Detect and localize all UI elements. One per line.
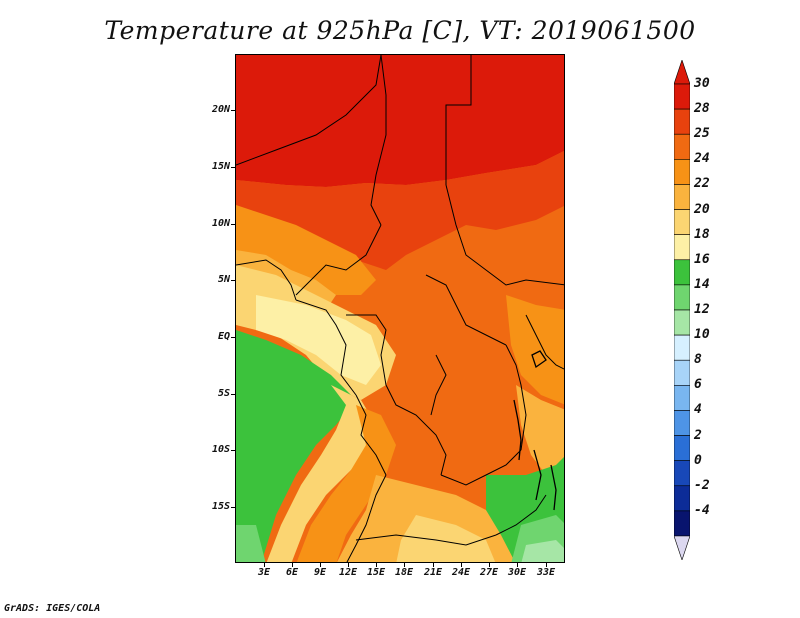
legend-swatch [674, 334, 690, 361]
legend-swatch [674, 209, 690, 235]
lon-label-18e: 18E [394, 567, 414, 578]
legend-swatch [674, 510, 690, 537]
legend-top-arrow [674, 60, 690, 85]
legend-swatch [674, 133, 690, 160]
lon-label-21e: 21E [423, 567, 443, 578]
lon-label-33e: 33E [536, 567, 556, 578]
legend-label: 10 [694, 327, 710, 343]
legend-label: -4 [694, 502, 710, 518]
field-12-southeast [521, 540, 564, 562]
legend-bottom-arrow [674, 535, 690, 560]
legend-label: 0 [694, 452, 702, 468]
lon-label-27e: 27E [479, 567, 499, 578]
legend-label: 12 [694, 302, 710, 317]
lat-label-5n: 5N [217, 274, 230, 285]
legend-label: 28 [694, 101, 710, 117]
field-16-ocean [236, 330, 356, 562]
field-24 [236, 205, 376, 295]
legend-swatch [674, 284, 690, 311]
temperature-field [236, 55, 564, 562]
lake-outlines [513, 350, 557, 511]
legend-label: 8 [694, 352, 702, 368]
lon-label-6e: 6E [285, 567, 299, 578]
lat-tick [231, 110, 235, 111]
lon-tick [461, 563, 462, 567]
field-24-east [506, 295, 564, 405]
legend-label: 6 [694, 377, 702, 393]
lon-tick [433, 563, 434, 567]
lat-tick [231, 224, 235, 225]
legend-label: 22 [694, 176, 710, 192]
legend-label: -2 [694, 477, 710, 493]
lon-tick [517, 563, 518, 567]
legend-swatch [674, 359, 690, 386]
lat-tick [231, 167, 235, 168]
lat-label-20n: 20N [211, 104, 230, 115]
legend-label: 25 [694, 126, 710, 142]
field-20-angola [266, 385, 376, 562]
field-20-south [396, 515, 496, 562]
lon-tick [404, 563, 405, 567]
legend-swatch [674, 435, 690, 461]
lat-label-5s: 5S [217, 388, 230, 399]
lat-tick [231, 450, 235, 451]
footer-credit: GrADS: IGES/COLA [4, 603, 101, 614]
legend-swatch [674, 108, 690, 135]
legend-label: 18 [694, 226, 710, 242]
lon-label-24e: 24E [451, 567, 471, 578]
legend-swatch [674, 234, 690, 261]
lon-tick [348, 563, 349, 567]
lat-tick [231, 507, 235, 508]
lat-label-eq: EQ [217, 331, 230, 342]
lon-label-3e: 3E [257, 567, 271, 578]
legend-label: 2 [694, 427, 702, 443]
legend-swatch [674, 309, 690, 336]
lat-label-15n: 15N [211, 161, 230, 172]
legend-label: 16 [694, 251, 710, 267]
legend-label: 24 [694, 151, 710, 167]
lon-tick [264, 563, 265, 567]
lon-tick [489, 563, 490, 567]
legend-label: 20 [694, 201, 710, 217]
lat-tick [231, 280, 235, 281]
legend-label: 4 [694, 402, 702, 418]
lon-tick [292, 563, 293, 567]
country-borders [236, 55, 564, 562]
lon-label-30e: 30E [507, 567, 527, 578]
lon-label-9e: 9E [313, 567, 327, 578]
legend-swatch [674, 460, 690, 487]
legend-swatch [674, 410, 690, 436]
lat-tick [231, 394, 235, 395]
lon-tick [320, 563, 321, 567]
field-30 [236, 55, 564, 187]
lon-tick [376, 563, 377, 567]
lon-label-12e: 12E [338, 567, 358, 578]
legend-swatch [674, 485, 690, 512]
legend-swatch [674, 184, 690, 210]
map-title: Temperature at 925hPa [C], VT: 201906150… [104, 16, 696, 45]
lon-label-15e: 15E [366, 567, 386, 578]
field-24-angola [296, 405, 396, 562]
field-22-east [516, 385, 564, 484]
legend-label: 14 [694, 276, 710, 292]
legend-swatch [674, 83, 690, 110]
field-18-west [256, 295, 381, 385]
legend-swatch [674, 385, 690, 411]
lat-label-10s: 10S [211, 444, 230, 455]
legend-label: 30 [694, 76, 710, 91]
lat-tick [231, 337, 235, 338]
lon-tick [546, 563, 547, 567]
field-14-ocean [236, 525, 266, 562]
legend-swatch [674, 159, 690, 185]
color-legend-bar [674, 60, 690, 560]
lat-label-15s: 15S [211, 501, 230, 512]
temperature-map [235, 54, 565, 563]
lat-label-10n: 10N [211, 218, 230, 229]
legend-swatch [674, 259, 690, 286]
